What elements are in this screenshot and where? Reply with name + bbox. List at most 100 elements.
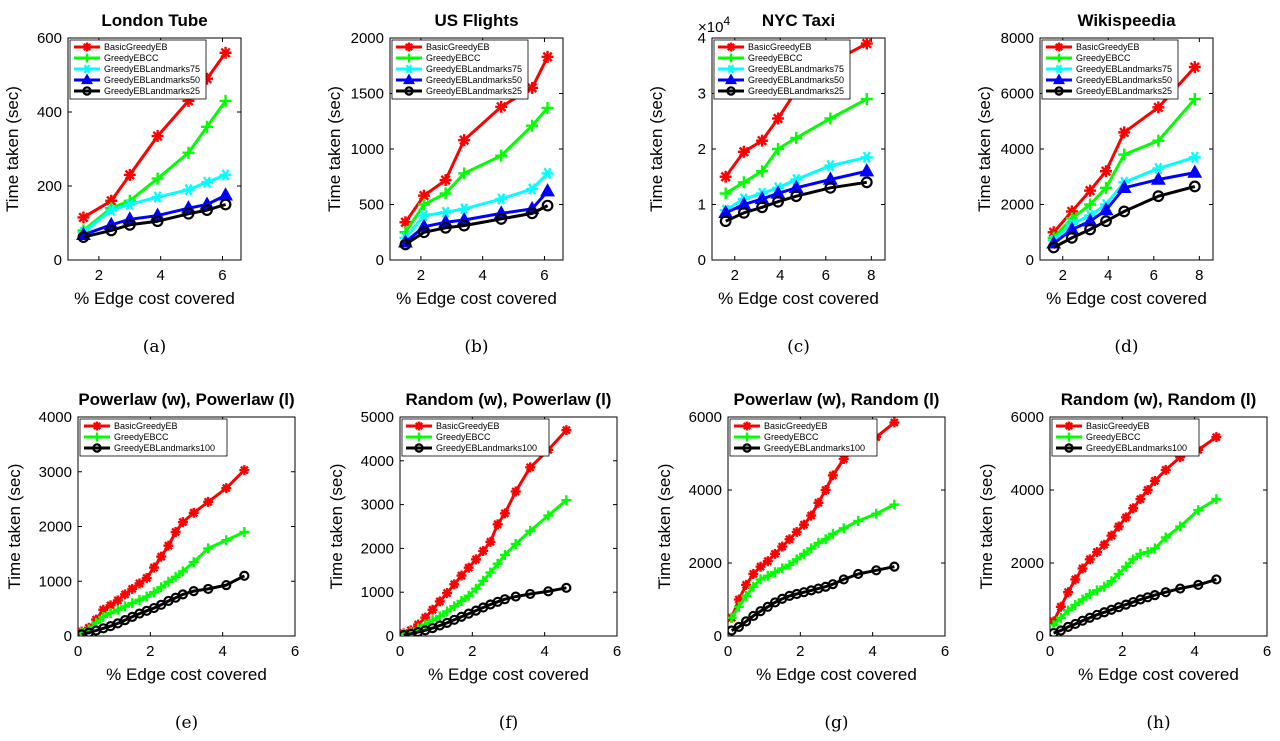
y-tick-label: 4000: [361, 453, 394, 470]
series-marker: [164, 541, 173, 551]
legend-label: GreedyEBLandmarks75: [104, 64, 200, 74]
series-marker: [105, 224, 118, 237]
series-marker: [737, 206, 750, 219]
series-marker: [762, 570, 773, 581]
series-marker: [1154, 162, 1163, 175]
legend-label: BasicGreedyEB: [426, 42, 490, 52]
series-marker: [404, 53, 414, 63]
legend-label: GreedyEBCC: [114, 432, 169, 442]
y-axis-label: Time taken (sec): [3, 86, 22, 212]
series-marker: [1065, 231, 1078, 244]
series-marker: [120, 590, 130, 599]
subfigure-caption: (e): [175, 713, 198, 733]
series-marker: [719, 215, 732, 228]
series-marker: [541, 199, 554, 212]
series-marker: [120, 601, 131, 612]
series-marker: [1077, 594, 1088, 605]
series-marker: [1153, 102, 1164, 113]
series-marker: [791, 554, 802, 565]
y-tick-label: 0: [64, 628, 72, 645]
series-marker: [219, 94, 232, 107]
chart-panel: 0 2 4 6 0 1000 2000 3000 4000 5000 Random (w), Pow…: [327, 390, 621, 733]
y-tick-label: 4: [698, 30, 706, 47]
legend-label: BasicGreedyEB: [764, 421, 828, 431]
y-axis-label: Time taken (sec): [647, 86, 666, 212]
series-marker: [861, 38, 872, 49]
y-tick-label: 6000: [689, 409, 722, 426]
series-marker: [440, 174, 451, 186]
y-tick-label: 3000: [39, 464, 72, 481]
series-marker: [239, 526, 250, 537]
series-marker: [127, 598, 138, 609]
series-marker: [748, 610, 759, 622]
y-tick-label: 1: [698, 197, 706, 214]
series-marker: [1100, 166, 1112, 177]
series-marker: [719, 187, 732, 200]
subfigure-caption: (f): [499, 713, 519, 733]
legend: BasicGreedyEBGreedyEBCCGreedyEBLandmarks…: [1051, 418, 1200, 457]
series-marker: [177, 589, 188, 600]
series-marker: [201, 204, 213, 216]
y-tick-label: 2000: [1001, 197, 1034, 214]
series-marker: [156, 582, 167, 593]
x-tick-label: 6: [822, 267, 830, 284]
x-tick-label: 4: [540, 643, 548, 660]
series-marker: [526, 119, 539, 132]
legend-label: GreedyEBCC: [764, 432, 819, 442]
series-marker: [189, 508, 199, 518]
legend-label: GreedyEBCC: [1076, 53, 1131, 63]
x-axis-label: % Edge cost covered: [1078, 665, 1239, 684]
legend-label: GreedyEBLandmarks75: [1076, 64, 1172, 74]
y-axis-label: Time taken (sec): [655, 464, 674, 590]
series-marker: [1175, 521, 1186, 532]
series-marker: [1078, 564, 1087, 573]
series-marker: [1099, 581, 1110, 592]
series-marker: [755, 606, 766, 617]
series-marker: [203, 497, 213, 507]
legend-label: GreedyEBCC: [1086, 432, 1141, 442]
x-axis-label: % Edge cost covered: [718, 289, 879, 308]
x-tick-label: 4: [1104, 267, 1112, 284]
series-marker: [1189, 62, 1200, 73]
y-axis-label: Time taken (sec): [325, 86, 344, 212]
series-marker: [123, 218, 136, 231]
series-marker: [748, 569, 758, 579]
series-marker: [1150, 171, 1166, 185]
series-group: [398, 50, 555, 251]
series-marker: [82, 42, 92, 52]
legend-label: GreedyEBCC: [748, 53, 803, 63]
series-marker: [1054, 53, 1064, 63]
series-marker: [78, 212, 89, 223]
x-axis-label: % Edge cost covered: [756, 665, 917, 684]
series-marker: [728, 612, 737, 623]
series-marker: [889, 418, 899, 427]
series-marker: [543, 510, 554, 521]
series-marker: [417, 198, 430, 211]
series-marker: [1084, 198, 1097, 211]
series-marker: [792, 527, 802, 537]
x-tick-label: 6: [540, 267, 548, 284]
x-tick-label: 6: [1263, 643, 1271, 660]
series-marker: [239, 465, 249, 475]
series-group: [728, 417, 900, 636]
series-marker: [542, 51, 553, 62]
series-marker: [726, 42, 736, 52]
series-marker: [178, 517, 188, 527]
y-axis-label: Time taken (sec): [5, 464, 24, 590]
series-marker: [1084, 185, 1096, 196]
series-marker: [1149, 543, 1160, 554]
series-marker: [442, 606, 453, 617]
x-tick-label: 8: [867, 267, 875, 284]
series-marker: [1152, 190, 1165, 203]
series-marker: [414, 432, 424, 442]
series-marker: [221, 483, 231, 493]
series-marker: [1128, 503, 1138, 513]
series-marker: [220, 47, 231, 58]
series-marker: [1118, 148, 1131, 161]
series-line: [1052, 185, 1196, 249]
legend-label: GreedyEBLandmarks50: [1076, 75, 1172, 85]
series-marker: [526, 207, 539, 220]
chart-title: Random (w), Powerlaw (l): [406, 390, 612, 409]
series-marker: [756, 562, 765, 572]
series-marker: [478, 575, 489, 586]
